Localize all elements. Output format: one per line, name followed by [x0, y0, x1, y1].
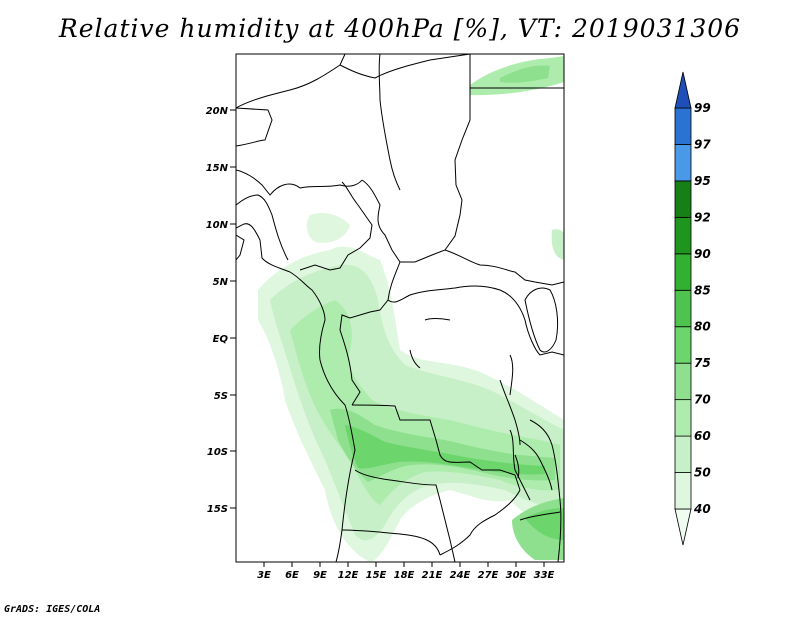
colorbar: 40 50 60 70 75 80 85 90 92 95 97 99 — [674, 71, 711, 546]
grads-credit: GrADS: IGES/COLA — [4, 604, 101, 615]
longitude-axis: 3E 6E 9E 12E 15E 18E 21E 24E 27E 30E 33E — [257, 562, 555, 581]
colorbar-bin-5 — [674, 326, 692, 364]
colorbar-bin-4 — [674, 362, 692, 401]
lat-label-15s: 15S — [207, 504, 228, 515]
map-frame — [235, 53, 565, 563]
colorbar-bin-3 — [674, 399, 692, 437]
colorbar-bin-2 — [674, 435, 692, 473]
lon-label-12e: 12E — [338, 570, 359, 581]
lon-label-21e: 21E — [422, 570, 443, 581]
colorbar-bin-12 — [674, 71, 692, 109]
colorbar-label-80: 80 — [694, 320, 711, 334]
colorbar-bin-8 — [674, 216, 692, 255]
lat-label-10n: 10N — [206, 220, 229, 231]
colorbar-label-40: 40 — [693, 502, 711, 516]
lon-label-30e: 30E — [506, 570, 527, 581]
country-borders — [236, 54, 564, 562]
lon-label-27e: 27E — [478, 570, 499, 581]
colorbar-bin-1 — [674, 472, 692, 510]
lat-label-10s: 10S — [207, 447, 228, 458]
lon-label-9e: 9E — [313, 570, 327, 581]
colorbar-bin-0 — [674, 508, 692, 546]
latitude-axis: 20N 15N 10N 5N EQ 5S 10S 15S — [206, 106, 236, 515]
colorbar-label-70: 70 — [694, 393, 711, 407]
map-title: Relative humidity at 400hPa [%], VT: 201… — [58, 14, 742, 43]
colorbar-bin-9 — [674, 180, 692, 218]
colorbar-label-95: 95 — [694, 174, 711, 188]
lon-label-33e: 33E — [534, 570, 555, 581]
lat-label-20n: 20N — [206, 106, 229, 117]
colorbar-labels: 40 50 60 70 75 80 85 90 92 95 97 99 — [693, 101, 711, 516]
lon-label-24e: 24E — [450, 570, 471, 581]
lat-label-15n: 15N — [206, 163, 229, 174]
colorbar-bin-11 — [674, 107, 692, 145]
colorbar-bin-6 — [674, 289, 692, 328]
colorbar-bin-10 — [674, 144, 692, 182]
lat-label-5s: 5S — [214, 391, 228, 402]
colorbar-label-97: 97 — [694, 137, 711, 151]
colorbar-label-75: 75 — [694, 356, 711, 370]
lon-label-3e: 3E — [257, 570, 271, 581]
colorbar-bin-7 — [674, 253, 692, 291]
humidity-shading — [258, 56, 564, 562]
lon-label-15e: 15E — [366, 570, 387, 581]
colorbar-label-90: 90 — [694, 247, 711, 261]
colorbar-label-50: 50 — [694, 466, 711, 480]
colorbar-segments — [674, 71, 692, 546]
lat-label-eq: EQ — [213, 334, 229, 345]
lat-label-5n: 5N — [213, 277, 229, 288]
colorbar-label-85: 85 — [694, 283, 711, 297]
lon-label-18e: 18E — [394, 570, 415, 581]
colorbar-label-99: 99 — [694, 101, 711, 115]
colorbar-label-60: 60 — [694, 429, 711, 443]
colorbar-label-92: 92 — [694, 210, 711, 224]
lon-label-6e: 6E — [285, 570, 299, 581]
